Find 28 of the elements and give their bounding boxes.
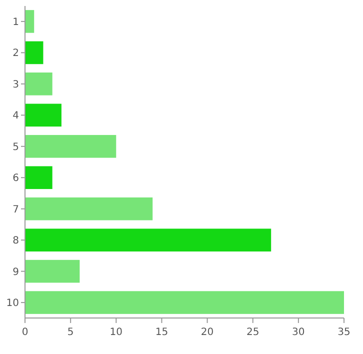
bar [25, 260, 80, 283]
x-tick-label: 15 [155, 327, 168, 338]
x-tick-label: 5 [67, 327, 74, 338]
x-tick-label: 10 [110, 327, 123, 338]
y-tick-label: 10 [6, 298, 19, 310]
x-tick-label: 35 [338, 327, 350, 338]
bar [25, 72, 52, 96]
x-tick-label: 25 [246, 327, 260, 338]
bar [25, 41, 44, 64]
y-tick-label: 9 [12, 266, 19, 278]
bar [25, 197, 153, 220]
bar [25, 104, 62, 127]
bar [25, 134, 116, 158]
y-tick-label: 2 [12, 48, 19, 60]
y-tick-label: 7 [12, 204, 19, 216]
y-tick-label: 1 [12, 16, 19, 28]
y-tick-label: 3 [12, 79, 19, 90]
x-tick-label: 0 [22, 327, 28, 338]
x-tick-label: 20 [200, 327, 214, 338]
bar [25, 228, 272, 252]
y-tick-label: 5 [12, 142, 19, 153]
bar [25, 291, 344, 314]
y-tick-label: 8 [12, 236, 19, 247]
y-tick-label: 6 [12, 173, 19, 184]
y-tick-label: 4 [12, 110, 19, 122]
bar [25, 166, 52, 190]
bar [25, 10, 34, 33]
x-tick-label: 30 [292, 327, 305, 338]
